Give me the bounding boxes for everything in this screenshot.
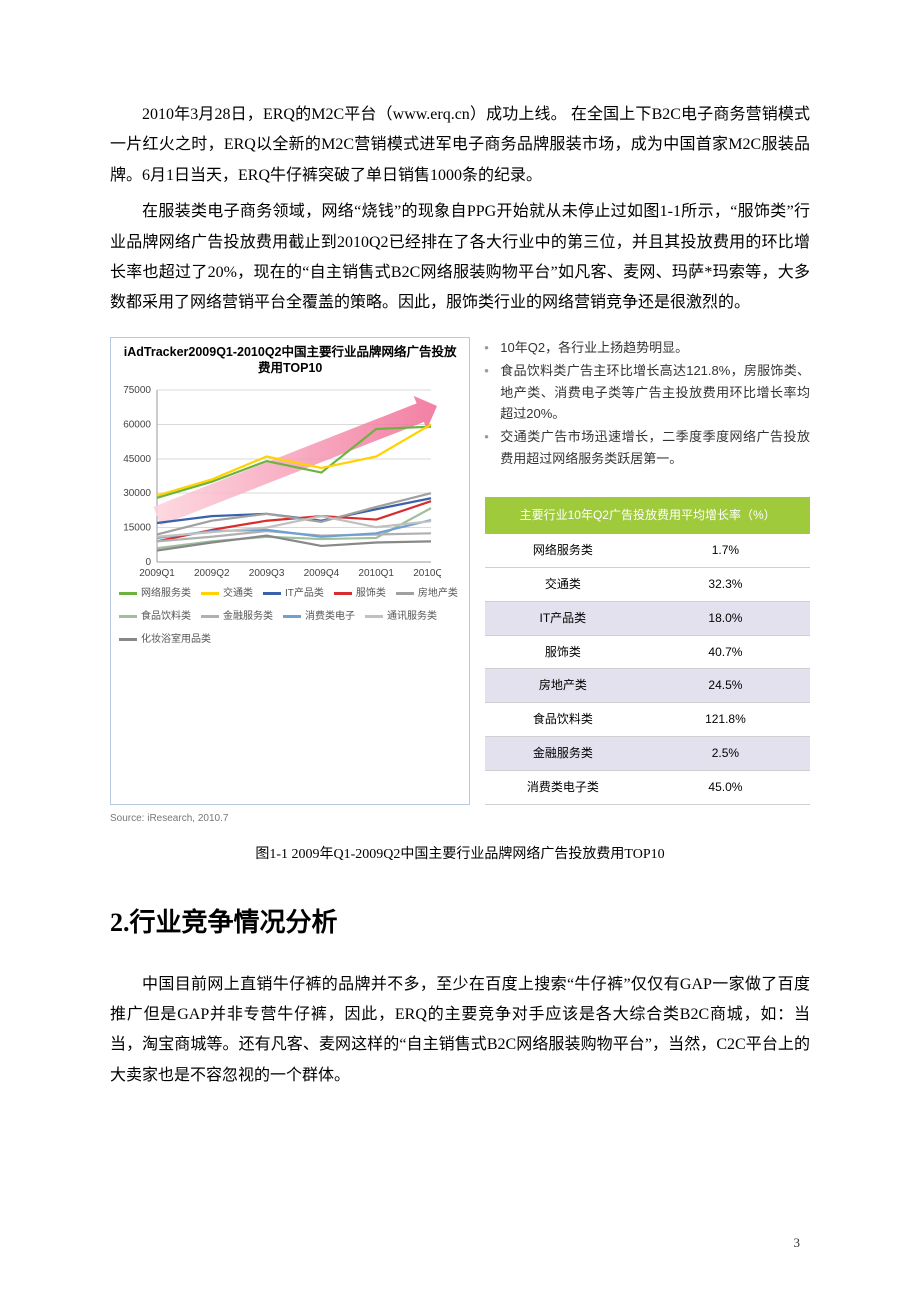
svg-text:2009Q1: 2009Q1 — [139, 568, 175, 578]
legend-item: 消费类电子 — [283, 607, 355, 626]
line-chart: 0 15000 30000 45000 60000 75000 2009Q1 2009Q2 20… — [111, 378, 441, 578]
growth-rate-table: 主要行业10年Q2广告投放费用平均增长率（%）网络服务类1.7%交通类32.3%… — [484, 497, 810, 804]
growth-row-value: 40.7% — [641, 635, 810, 669]
bullet-item: 10年Q2，各行业上扬趋势明显。 — [484, 337, 810, 358]
svg-text:45000: 45000 — [123, 454, 151, 465]
legend-label: IT产品类 — [285, 584, 324, 603]
growth-row-label: 网络服务类 — [485, 534, 641, 567]
legend-item: 网络服务类 — [119, 584, 191, 603]
growth-row-label: 交通类 — [485, 567, 641, 601]
growth-table-row: 服饰类40.7% — [485, 635, 810, 669]
svg-text:75000: 75000 — [123, 385, 151, 396]
growth-table-row: 消费类电子类45.0% — [485, 770, 810, 804]
svg-text:2010Q1: 2010Q1 — [358, 568, 394, 578]
growth-row-value: 1.7% — [641, 534, 810, 567]
chart-legend: 网络服务类 交通类 IT产品类 服饰类 房地产类食品饮料类 金融服务类 消费类电子 通讯服务类… — [111, 578, 469, 657]
legend-item: 食品饮料类 — [119, 607, 191, 626]
legend-swatch — [334, 592, 352, 595]
legend-label: 食品饮料类 — [141, 607, 191, 626]
growth-table-row: 金融服务类2.5% — [485, 736, 810, 770]
growth-row-value: 45.0% — [641, 770, 810, 804]
growth-row-label: 房地产类 — [485, 669, 641, 703]
legend-swatch — [119, 638, 137, 641]
growth-row-label: 金融服务类 — [485, 736, 641, 770]
legend-label: 通讯服务类 — [387, 607, 437, 626]
svg-text:30000: 30000 — [123, 488, 151, 499]
growth-table-row: IT产品类18.0% — [485, 601, 810, 635]
legend-item: IT产品类 — [263, 584, 324, 603]
bullet-item: 食品饮料类广告主环比增长高达121.8%，房服饰类、地产类、消费电子类等广告主投… — [484, 360, 810, 424]
chart-right-panel: 10年Q2，各行业上扬趋势明显。食品饮料类广告主环比增长高达121.8%，房服饰… — [484, 337, 810, 805]
svg-text:2009Q2: 2009Q2 — [194, 568, 230, 578]
chart-bullets: 10年Q2，各行业上扬趋势明显。食品饮料类广告主环比增长高达121.8%，房服饰… — [484, 337, 810, 472]
legend-item: 通讯服务类 — [365, 607, 437, 626]
legend-swatch — [365, 615, 383, 618]
legend-label: 消费类电子 — [305, 607, 355, 626]
growth-table-row: 房地产类24.5% — [485, 669, 810, 703]
legend-label: 网络服务类 — [141, 584, 191, 603]
legend-item: 交通类 — [201, 584, 253, 603]
svg-text:60000: 60000 — [123, 420, 151, 431]
svg-text:0: 0 — [145, 557, 151, 568]
growth-row-label: IT产品类 — [485, 601, 641, 635]
svg-text:2010Q2: 2010Q2 — [413, 568, 441, 578]
figure-block: iAdTracker2009Q1-2010Q2中国主要行业品牌网络广告投放费用T… — [110, 337, 810, 868]
growth-row-label: 消费类电子类 — [485, 770, 641, 804]
growth-row-label: 服饰类 — [485, 635, 641, 669]
legend-label: 金融服务类 — [223, 607, 273, 626]
legend-swatch — [201, 592, 219, 595]
legend-swatch — [283, 615, 301, 618]
legend-label: 房地产类 — [418, 584, 458, 603]
figure-source: Source: iResearch, 2010.7 — [110, 809, 810, 828]
svg-text:15000: 15000 — [123, 523, 151, 534]
growth-row-value: 24.5% — [641, 669, 810, 703]
svg-text:2009Q4: 2009Q4 — [304, 568, 340, 578]
bullet-item: 交通类广告市场迅速增长，二季度季度网络广告投放费用超过网络服务类跃居第一。 — [484, 426, 810, 469]
body-paragraph-3: 中国目前网上直销牛仔裤的品牌并不多，至少在百度上搜索“牛仔裤”仅仅有GAP一家做… — [110, 970, 810, 1092]
chart-title: iAdTracker2009Q1-2010Q2中国主要行业品牌网络广告投放费用T… — [111, 338, 469, 379]
legend-swatch — [119, 615, 137, 618]
figure-caption: 图1-1 2009年Q1-2009Q2中国主要行业品牌网络广告投放费用TOP10 — [110, 842, 810, 869]
body-paragraph-2: 在服装类电子商务领域，网络“烧钱”的现象自PPG开始就从未停止过如图1-1所示，… — [110, 197, 810, 319]
legend-label: 服饰类 — [356, 584, 386, 603]
page-number: 3 — [794, 1231, 801, 1256]
legend-item: 化妆浴室用品类 — [119, 630, 211, 649]
line-chart-panel: iAdTracker2009Q1-2010Q2中国主要行业品牌网络广告投放费用T… — [110, 337, 470, 805]
legend-swatch — [201, 615, 219, 618]
svg-text:2009Q3: 2009Q3 — [249, 568, 285, 578]
legend-item: 金融服务类 — [201, 607, 273, 626]
growth-row-label: 食品饮料类 — [485, 703, 641, 737]
growth-table-row: 食品饮料类121.8% — [485, 703, 810, 737]
legend-label: 化妆浴室用品类 — [141, 630, 211, 649]
growth-row-value: 2.5% — [641, 736, 810, 770]
legend-swatch — [396, 592, 414, 595]
growth-row-value: 18.0% — [641, 601, 810, 635]
legend-swatch — [119, 592, 137, 595]
body-paragraph-1: 2010年3月28日，ERQ的M2C平台（www.erq.cn）成功上线。 在全… — [110, 100, 810, 191]
legend-label: 交通类 — [223, 584, 253, 603]
growth-table-header: 主要行业10年Q2广告投放费用平均增长率（%） — [485, 497, 810, 534]
section-heading-2: 2.行业竞争情况分析 — [110, 898, 810, 947]
legend-item: 服饰类 — [334, 584, 386, 603]
legend-item: 房地产类 — [396, 584, 458, 603]
legend-swatch — [263, 592, 281, 595]
growth-row-value: 32.3% — [641, 567, 810, 601]
growth-row-value: 121.8% — [641, 703, 810, 737]
growth-table-row: 交通类32.3% — [485, 567, 810, 601]
growth-table-row: 网络服务类1.7% — [485, 534, 810, 567]
